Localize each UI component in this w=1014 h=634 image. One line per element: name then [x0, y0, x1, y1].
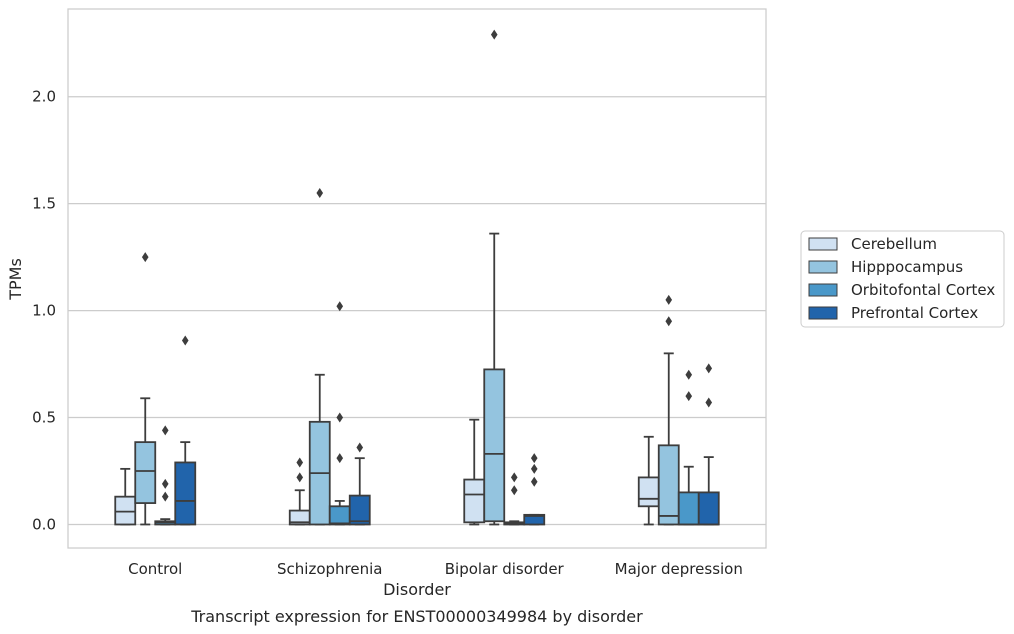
y-tick-label: 1.0 — [32, 302, 56, 320]
outlier-point — [161, 478, 169, 489]
outlier-point — [181, 335, 189, 346]
box-body — [134, 441, 157, 504]
box-body — [348, 494, 371, 526]
y-tick-label: 1.5 — [32, 195, 56, 213]
y-axis-label: TPMs — [6, 258, 25, 301]
box-body — [523, 513, 546, 526]
box-2-1 — [483, 29, 506, 526]
outlier-point — [705, 363, 713, 374]
outlier-point — [490, 29, 498, 40]
box-body — [677, 491, 700, 526]
outlier-point — [296, 472, 304, 483]
box-1-3 — [348, 442, 371, 526]
legend-frame — [800, 230, 1005, 328]
box-0-2 — [154, 425, 177, 526]
outlier-point — [510, 485, 518, 496]
box-1-1 — [308, 187, 331, 526]
outlier-point — [530, 463, 538, 474]
outlier-point — [705, 397, 713, 408]
outlier-point — [356, 442, 364, 453]
outlier-point — [141, 252, 149, 263]
outlier-point — [685, 369, 693, 380]
x-tick-label: Bipolar disorder — [445, 560, 565, 578]
y-tick-label: 0.0 — [32, 515, 56, 533]
box-2-0 — [463, 418, 486, 526]
box-2-3 — [523, 453, 546, 526]
box-body — [637, 476, 660, 508]
legend-label: Cerebellum — [851, 235, 937, 253]
x-axis-label: Disorder — [383, 580, 451, 599]
box-3-2 — [677, 369, 700, 526]
outlier-point — [336, 301, 344, 312]
legend-swatch — [808, 237, 838, 251]
legend-label: Prefrontal Cortex — [851, 304, 978, 322]
x-axis-ticks: Control Schizophrenia Bipolar disorder Majo… — [128, 560, 743, 578]
box-0-3 — [174, 335, 197, 526]
box-3-3 — [697, 363, 720, 526]
outlier-point — [161, 425, 169, 436]
box-body — [174, 461, 197, 526]
box-3-0 — [637, 435, 660, 526]
box-body — [657, 444, 680, 526]
box-body — [483, 368, 506, 523]
plot-area — [67, 8, 767, 549]
box-1-2 — [328, 301, 351, 526]
outlier-point — [530, 476, 538, 487]
x-tick-label: Major depression — [615, 560, 743, 578]
y-tick-label: 2.0 — [32, 88, 56, 106]
legend-swatch — [808, 283, 838, 297]
x-tick-label: Schizophrenia — [277, 560, 382, 578]
legend-label: Orbitofontal Cortex — [851, 281, 995, 299]
box-plots — [114, 29, 720, 526]
box-3-1 — [657, 294, 680, 526]
box-1-0 — [288, 457, 311, 526]
outlier-point — [665, 316, 673, 327]
outlier-point — [530, 453, 538, 464]
outlier-point — [665, 294, 673, 305]
outlier-point — [296, 457, 304, 468]
legend: Cerebellum Hipppocampus Orbitofontal Corte… — [800, 230, 1005, 328]
y-tick-label: 0.5 — [32, 409, 56, 427]
box-body — [463, 478, 486, 524]
legend-label: Hipppocampus — [851, 258, 963, 276]
outlier-point — [336, 412, 344, 423]
box-body — [114, 495, 137, 526]
outlier-point — [161, 491, 169, 502]
box-2-2 — [503, 472, 526, 526]
legend-swatch — [808, 260, 838, 274]
outlier-point — [316, 187, 324, 198]
outlier-point — [336, 453, 344, 464]
box-body — [697, 491, 720, 526]
box-0-1 — [134, 252, 157, 526]
box-0-0 — [114, 467, 137, 526]
outlier-point — [510, 472, 518, 483]
y-axis-ticks: 0.0 0.5 1.0 1.5 2.0 — [32, 88, 56, 534]
chart-caption: Transcript expression for ENST0000034998… — [190, 607, 643, 626]
x-tick-label: Control — [128, 560, 182, 578]
legend-swatch — [808, 306, 838, 320]
outlier-point — [685, 391, 693, 402]
box-body — [328, 505, 351, 526]
